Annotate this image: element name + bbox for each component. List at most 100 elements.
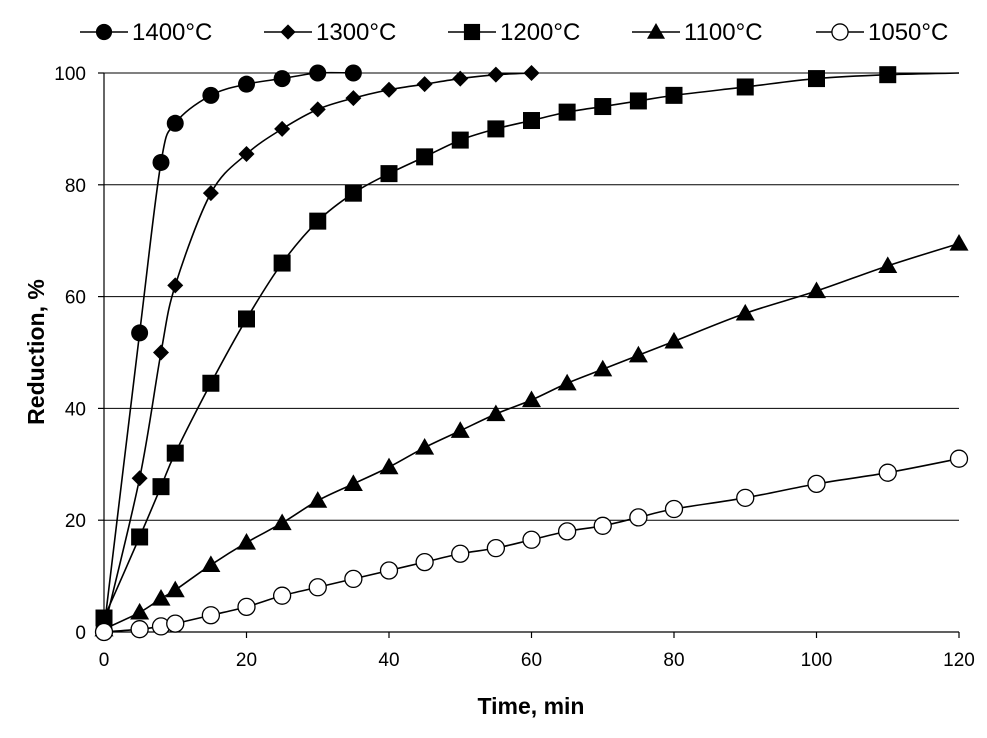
data-point [487, 66, 504, 83]
data-point [308, 491, 328, 508]
data-point [736, 78, 754, 96]
data-point [237, 597, 256, 616]
legend-label: 1200°C [500, 19, 580, 46]
data-point [308, 578, 327, 597]
legend-marker [280, 24, 296, 40]
series-layer [94, 64, 969, 642]
data-point [272, 513, 292, 531]
data-point [131, 324, 149, 342]
series-line [103, 72, 960, 619]
data-point [593, 359, 613, 377]
data-point [166, 614, 185, 633]
y-tick-label: 40 [65, 399, 86, 420]
data-point [522, 530, 541, 549]
x-tick-label: 120 [943, 650, 975, 671]
data-point [451, 544, 470, 563]
legend-item: 1300°C [264, 19, 396, 46]
data-point [344, 184, 362, 202]
data-point [736, 488, 755, 507]
data-point [878, 256, 898, 273]
data-point [629, 508, 648, 527]
x-tick-label: 60 [521, 650, 542, 671]
data-point [237, 533, 256, 550]
data-point [665, 86, 683, 104]
data-point [949, 233, 969, 251]
x-axis-title: Time, min [478, 693, 585, 719]
data-point [416, 148, 434, 166]
series-1300 [96, 65, 540, 638]
data-point [166, 444, 184, 462]
data-point [202, 185, 219, 202]
legend-label: 1100°C [684, 19, 763, 46]
data-point [309, 101, 326, 118]
data-point [452, 70, 469, 87]
x-tick-label: 40 [378, 650, 399, 671]
data-point [345, 90, 362, 107]
data-point [202, 86, 220, 104]
data-point [151, 588, 171, 606]
data-point [807, 474, 826, 494]
data-point [735, 303, 755, 321]
y-tick-label: 0 [75, 623, 86, 644]
axes [98, 72, 960, 638]
series-1200 [95, 66, 960, 627]
data-point [807, 281, 826, 299]
y-tick-label: 80 [65, 176, 86, 197]
data-point [238, 75, 255, 93]
data-point [557, 373, 577, 391]
data-point [486, 539, 506, 558]
data-point [153, 344, 169, 361]
legend-item: 1050°C [816, 19, 948, 46]
legend-item: 1400°C [80, 19, 212, 46]
data-point [130, 620, 149, 639]
x-tick-label: 80 [663, 650, 684, 671]
data-point [94, 622, 114, 642]
data-point [152, 478, 170, 496]
data-point [486, 404, 506, 422]
gridlines [104, 72, 959, 521]
legend-label: 1400°C [132, 19, 212, 46]
legend-item: 1100°C [632, 19, 763, 46]
data-point [273, 70, 291, 88]
legend-marker [95, 23, 113, 41]
data-point [130, 602, 150, 620]
data-point [523, 112, 540, 130]
data-point [238, 310, 255, 328]
legend: 1400°C 1300°C 1200°C 1100°C 1050°C [80, 19, 948, 46]
data-point [593, 516, 612, 535]
y-axis-title: Reduction, % [23, 279, 49, 425]
tick-labels: 0 20 40 60 80 100 120 0 20 40 60 80 100 [54, 64, 975, 671]
legend-marker [463, 23, 481, 41]
data-point [415, 438, 435, 455]
data-point [949, 449, 969, 468]
data-point [557, 522, 577, 541]
data-point [451, 131, 469, 149]
data-point [272, 586, 292, 605]
legend-item: 1200°C [448, 19, 580, 46]
data-point [165, 580, 185, 598]
data-point [201, 555, 221, 573]
data-point [167, 277, 184, 294]
legend-marker [831, 23, 849, 41]
data-point [166, 114, 184, 132]
data-point [131, 528, 149, 546]
data-point [344, 569, 363, 589]
data-point [558, 103, 576, 121]
y-tick-label: 20 [65, 511, 86, 532]
data-point [274, 120, 291, 137]
data-point [522, 390, 541, 408]
data-point [201, 606, 221, 625]
series-line [103, 72, 532, 630]
data-point [309, 212, 327, 230]
x-tick-label: 20 [236, 650, 257, 671]
legend-label: 1050°C [868, 19, 948, 46]
data-point [487, 120, 505, 138]
legend-label: 1300°C [316, 19, 396, 46]
data-point [415, 552, 434, 572]
data-point [202, 374, 220, 392]
data-point [95, 609, 113, 627]
data-point [152, 153, 170, 171]
y-tick-label: 100 [54, 64, 86, 85]
data-point [380, 165, 398, 183]
data-point [450, 421, 470, 438]
